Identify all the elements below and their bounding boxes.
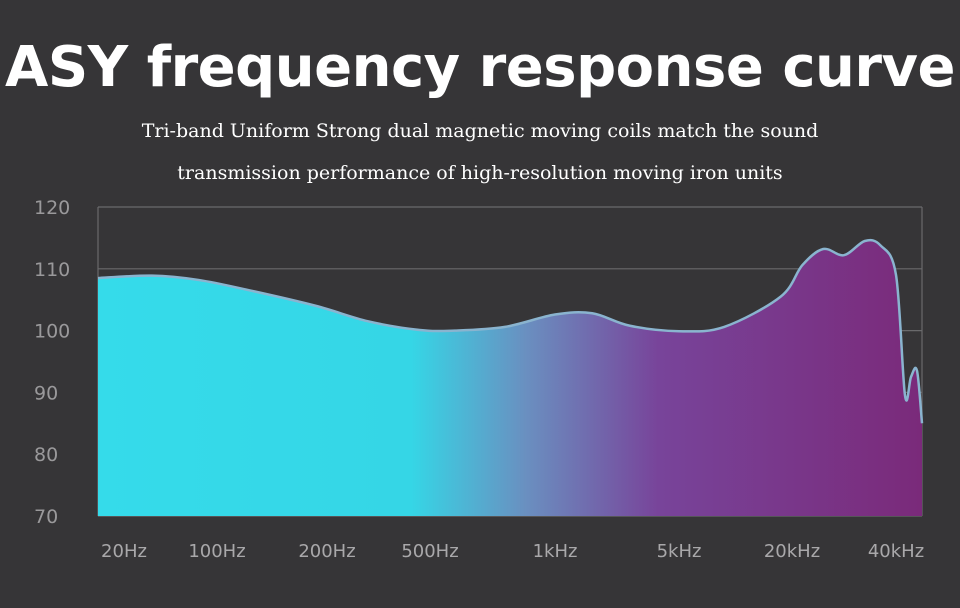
x-tick-label: 40kHz (868, 541, 924, 562)
x-tick-label: 20Hz (101, 541, 147, 562)
chart-subtitle-line-2: transmission performance of high-resolut… (177, 162, 783, 184)
y-tick-label: 100 (34, 321, 70, 343)
x-tick-label: 20kHz (764, 541, 820, 562)
y-tick-label: 110 (34, 259, 70, 281)
x-tick-label: 500Hz (401, 541, 458, 562)
x-tick-label: 200Hz (298, 541, 355, 562)
x-tick-label: 1kHz (533, 541, 578, 562)
y-tick-label: 80 (34, 444, 58, 466)
x-tick-label: 5kHz (657, 541, 702, 562)
chart-title: ASY frequency response curve (4, 35, 956, 100)
response-area (98, 240, 922, 516)
y-tick-label: 70 (34, 506, 58, 528)
y-tick-label: 90 (34, 382, 58, 404)
y-tick-label: 120 (34, 197, 70, 219)
x-tick-label: 100Hz (188, 541, 245, 562)
chart-subtitle-line-1: Tri-band Uniform Strong dual magnetic mo… (141, 120, 819, 142)
response-curve-line (97, 238, 924, 424)
